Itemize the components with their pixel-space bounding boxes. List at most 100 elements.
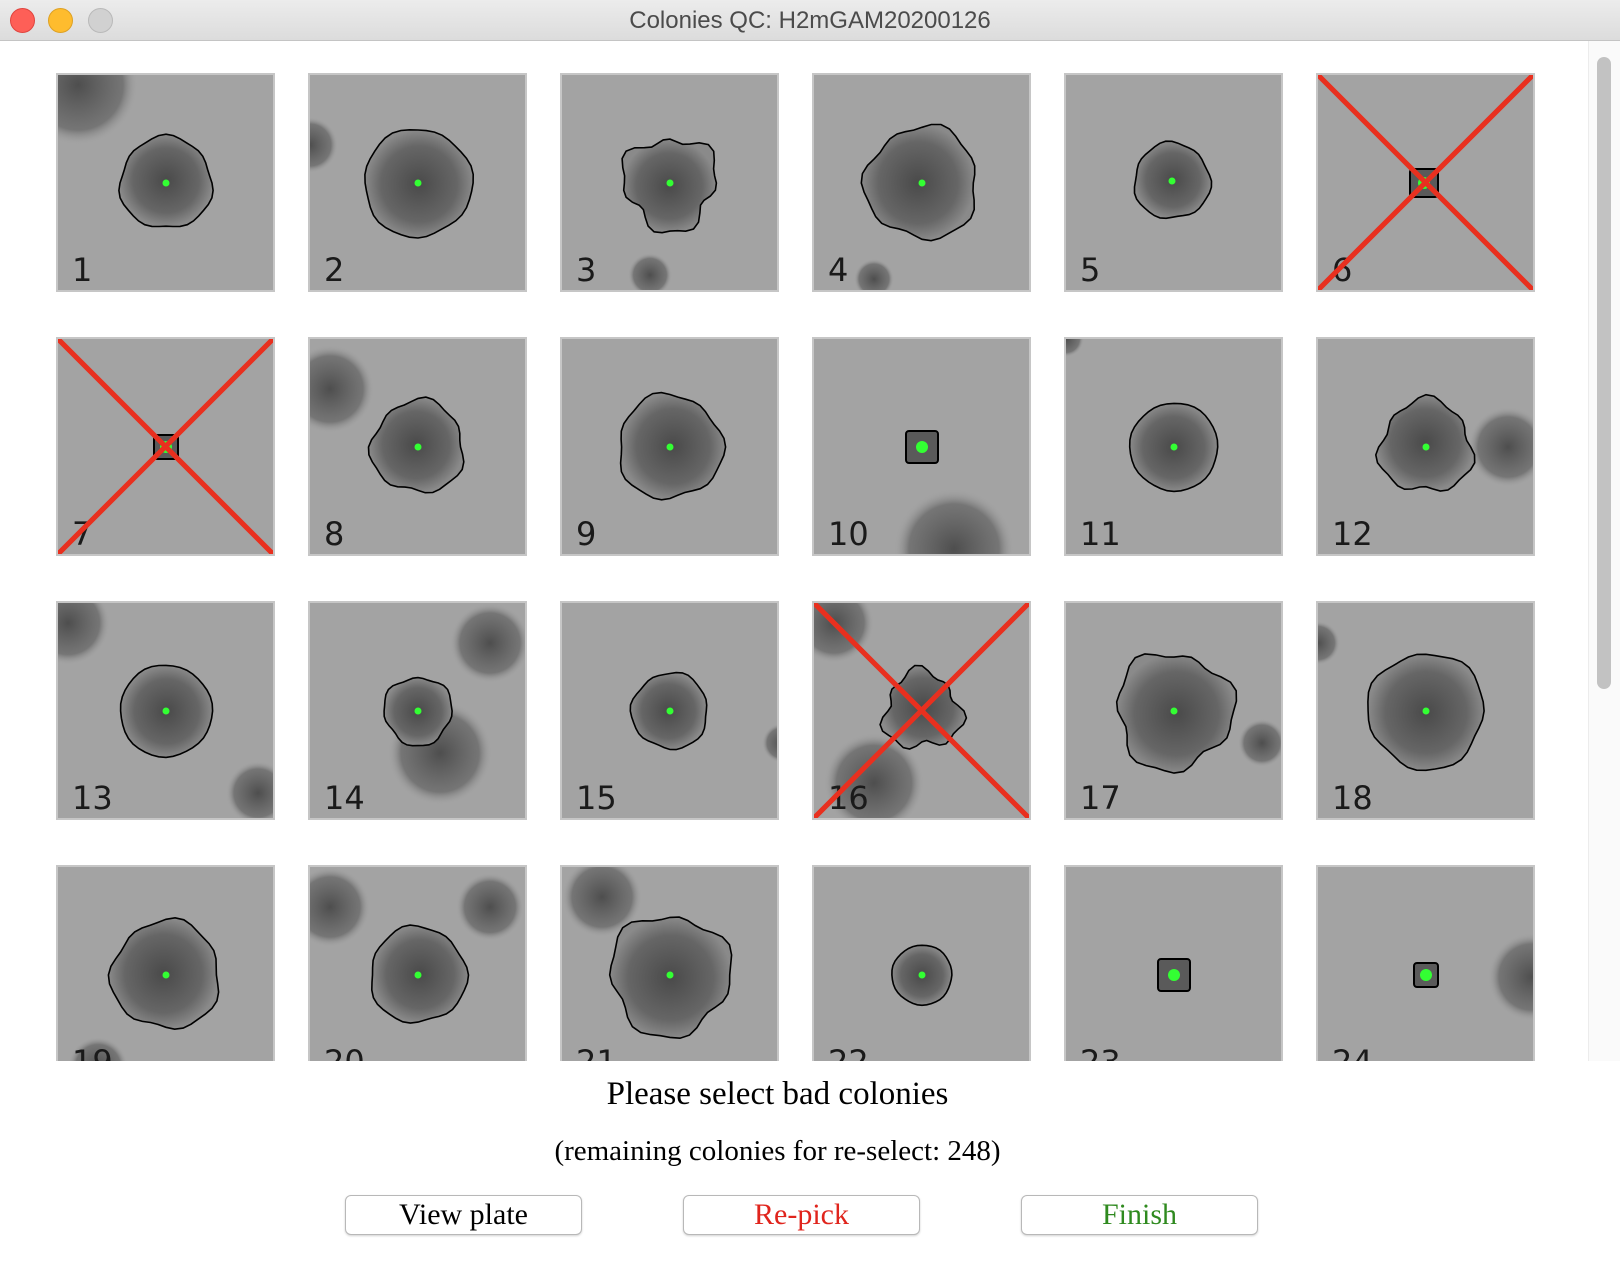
neighbor-colony: [1066, 339, 1084, 357]
window-title: Colonies QC: H2mGAM20200126: [629, 7, 991, 34]
colony-thumbnail[interactable]: 22: [812, 865, 1031, 1061]
repick-button[interactable]: Re-pick: [683, 1195, 920, 1235]
colony-thumbnail[interactable]: 13: [56, 601, 275, 820]
colony-thumbnail[interactable]: 21: [560, 865, 779, 1061]
neighbor-colony: [68, 1037, 128, 1061]
colony-thumbnail[interactable]: 10: [812, 337, 1031, 556]
neighbor-colony: [310, 867, 370, 947]
colony-image: [58, 603, 273, 818]
colony-center-marker: [918, 179, 926, 187]
colony-center-marker: [1422, 443, 1430, 451]
colony-thumbnail[interactable]: 24: [1316, 865, 1535, 1061]
reject-cross-line: [814, 603, 1029, 818]
colony-image: [562, 75, 777, 290]
colony-center-marker: [1420, 969, 1432, 981]
scrollbar-thumb[interactable]: [1597, 57, 1611, 689]
instruction-text: Please select bad colonies: [606, 1076, 949, 1112]
colony-center-marker: [1168, 177, 1176, 185]
colony-thumbnail[interactable]: 9: [560, 337, 779, 556]
colony-grid-viewport[interactable]: 123456789101112131415161718192021222324: [0, 41, 1588, 1061]
colony-thumbnail[interactable]: 5: [1064, 73, 1283, 292]
neighbor-colony: [456, 873, 524, 941]
colony-image: [562, 867, 777, 1061]
colony-thumbnail[interactable]: 23: [1064, 865, 1283, 1061]
colony-image: [814, 75, 1029, 290]
colony-outline: [860, 123, 976, 242]
colony-number: 12: [1332, 515, 1373, 553]
colony-thumbnail[interactable]: 8: [308, 337, 527, 556]
colony-number: 1: [72, 251, 93, 289]
colony-thumbnail[interactable]: 19: [56, 865, 275, 1061]
colony-number: 5: [1080, 251, 1101, 289]
colony-thumbnail[interactable]: 14: [308, 601, 527, 820]
colony-thumbnail[interactable]: 17: [1064, 601, 1283, 820]
neighbor-colony: [1488, 933, 1533, 1021]
colony-image: [310, 867, 525, 1061]
colony-number: 19: [72, 1046, 113, 1061]
colony-image: [310, 603, 525, 818]
colony-image: [814, 867, 1029, 1061]
colony-number: 15: [576, 779, 617, 817]
colony-number: 4: [828, 251, 849, 289]
colony-center-marker: [916, 441, 928, 453]
colony-center-marker: [1170, 707, 1178, 715]
neighbor-colony: [1468, 407, 1533, 487]
colony-number: 23: [1080, 1046, 1121, 1061]
neighbor-colony: [854, 259, 894, 290]
view-plate-button[interactable]: View plate: [345, 1195, 582, 1235]
neighbor-colony: [628, 253, 672, 290]
colony-image: [1066, 603, 1281, 818]
colony-thumbnail[interactable]: 2: [308, 73, 527, 292]
colony-thumbnail[interactable]: 6: [1316, 73, 1535, 292]
colony-number: 17: [1080, 779, 1121, 817]
colony-image: [562, 339, 777, 554]
reject-cross-overlay: [1318, 75, 1533, 290]
colony-center-marker: [666, 707, 674, 715]
colony-thumbnail[interactable]: 12: [1316, 337, 1535, 556]
colony-thumbnail[interactable]: 4: [812, 73, 1031, 292]
colony-center-marker: [414, 707, 422, 715]
colony-center-marker: [666, 443, 674, 451]
neighbor-colony: [450, 603, 525, 683]
colony-number: 11: [1080, 515, 1121, 553]
finish-button[interactable]: Finish: [1021, 1195, 1258, 1235]
colony-image: [1066, 867, 1281, 1061]
colony-thumbnail[interactable]: 11: [1064, 337, 1283, 556]
neighbor-colony: [58, 75, 138, 145]
colony-image: [1318, 867, 1533, 1061]
colony-image: [1318, 603, 1533, 818]
vertical-scrollbar[interactable]: [1588, 41, 1620, 1061]
colony-number: 9: [576, 515, 597, 553]
colony-center-marker: [1168, 969, 1180, 981]
colony-thumbnail[interactable]: 7: [56, 337, 275, 556]
colony-number: 3: [576, 251, 597, 289]
colony-thumbnail[interactable]: 18: [1316, 601, 1535, 820]
neighbor-colony: [58, 603, 110, 665]
neighbor-colony: [310, 117, 338, 173]
colony-thumbnail[interactable]: 1: [56, 73, 275, 292]
zoom-window-button[interactable]: [88, 8, 113, 33]
colony-thumbnail[interactable]: 15: [560, 601, 779, 820]
colony-number: 24: [1332, 1046, 1373, 1061]
minimize-window-button[interactable]: [48, 8, 73, 33]
colony-outline: [1374, 393, 1476, 492]
neighbor-colony: [762, 723, 777, 763]
close-window-button[interactable]: [10, 8, 35, 33]
colony-thumbnail[interactable]: 3: [560, 73, 779, 292]
reject-cross-overlay: [58, 339, 273, 554]
reject-cross-line: [58, 339, 273, 554]
reject-cross-overlay: [814, 603, 1029, 818]
neighbor-colony: [1318, 621, 1340, 665]
colony-center-marker: [162, 707, 170, 715]
neighbor-colony: [562, 867, 642, 937]
colony-image: [814, 339, 1029, 554]
colony-image: [58, 867, 273, 1061]
colony-center-marker: [1170, 443, 1178, 451]
colony-center-marker: [414, 179, 422, 187]
colony-outline: [1115, 653, 1238, 774]
colony-center-marker: [414, 971, 422, 979]
neighbor-colony: [226, 761, 273, 818]
colony-thumbnail[interactable]: 16: [812, 601, 1031, 820]
colony-image: [1066, 339, 1281, 554]
colony-thumbnail[interactable]: 20: [308, 865, 527, 1061]
